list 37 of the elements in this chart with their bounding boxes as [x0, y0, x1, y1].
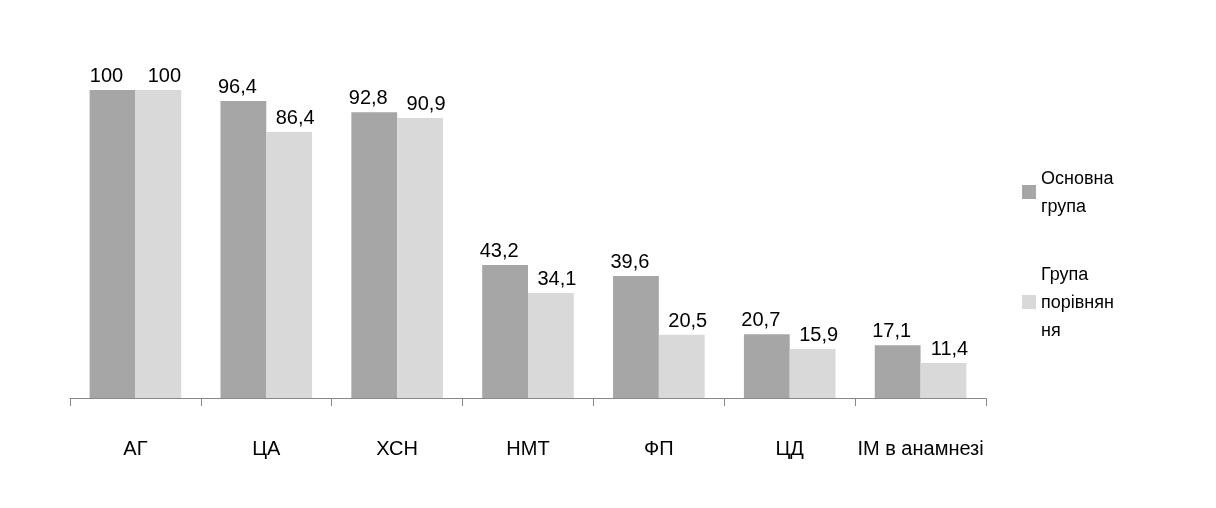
legend-label: Основна група — [1041, 168, 1119, 216]
data-label: 43,2 — [479, 238, 519, 261]
bar — [351, 112, 398, 398]
bar — [613, 276, 659, 398]
bar — [658, 334, 705, 398]
bar — [874, 345, 921, 398]
data-label: 20,7 — [741, 308, 781, 331]
bar — [135, 90, 182, 398]
x-tick-label: ЦД — [775, 437, 805, 459]
bar — [743, 334, 790, 398]
data-label: 20,5 — [668, 308, 708, 331]
data-label: 100 — [89, 64, 124, 86]
data-label: 39,6 — [610, 250, 650, 273]
bar — [220, 101, 267, 398]
data-label: 15,9 — [799, 323, 839, 346]
x-tick-label: ЦА — [252, 437, 282, 459]
data-label: 100 — [147, 64, 182, 86]
data-label: 90,9 — [406, 92, 446, 115]
bar — [528, 292, 574, 398]
data-label: 96,4 — [217, 75, 257, 98]
data-label: 11,4 — [930, 336, 969, 359]
data-label: 34,1 — [537, 266, 577, 289]
bar — [920, 362, 967, 398]
x-tick-label: ІМ в анамнезі — [857, 437, 984, 459]
x-tick-label: АГ — [123, 437, 148, 459]
bar — [89, 90, 136, 398]
x-tick-label: ХСН — [376, 437, 418, 459]
data-label: 86,4 — [275, 105, 315, 128]
data-label: 92,8 — [348, 86, 388, 109]
data-label: 17,1 — [872, 319, 912, 342]
x-tick-label: ФП — [644, 437, 674, 459]
legend-label: Група порівняння — [1041, 264, 1114, 340]
bar — [266, 131, 313, 398]
bar — [789, 349, 836, 398]
bar — [482, 264, 528, 398]
bar — [397, 118, 443, 398]
x-tick-label: НМТ — [506, 437, 550, 459]
